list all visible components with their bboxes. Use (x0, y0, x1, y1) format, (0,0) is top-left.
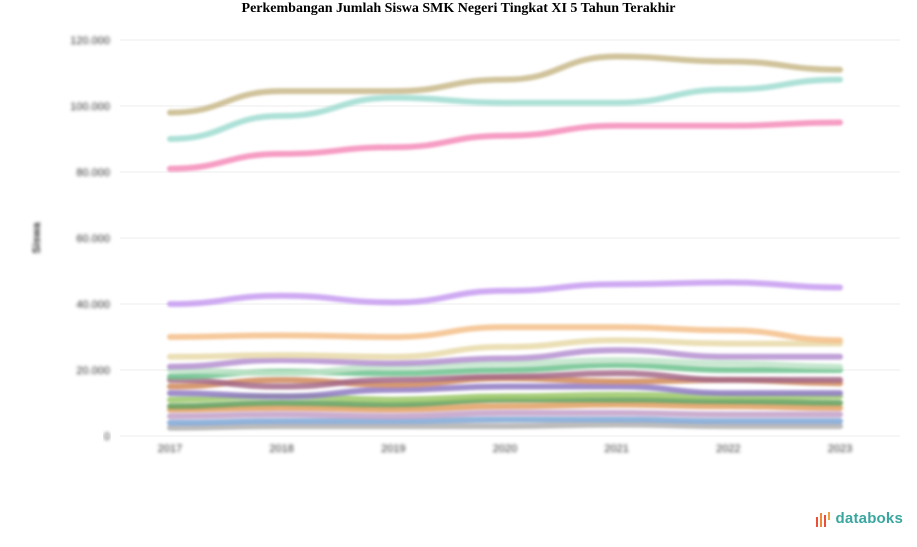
series-line (167, 383, 843, 400)
x-tick-label: 2018 (269, 443, 293, 455)
x-tick-label: 2019 (381, 443, 405, 455)
series-line (167, 357, 843, 377)
series-line (167, 119, 843, 172)
y-tick-label: 40.000 (76, 299, 110, 311)
series-line (167, 76, 843, 142)
series-line (167, 337, 843, 360)
databoks-logo: databoks (815, 510, 903, 527)
y-tick-label: 80.000 (76, 167, 110, 179)
x-tick-label: 2017 (158, 443, 182, 455)
logo-text: databoks (835, 510, 903, 527)
series-line (167, 416, 843, 426)
series-line (167, 53, 843, 116)
series-line (167, 409, 843, 420)
series-line (167, 347, 843, 370)
series-line (167, 324, 843, 344)
x-tick-label: 2021 (604, 443, 628, 455)
y-tick-label: 120.000 (70, 35, 110, 47)
chart-title: Perkembangan Jumlah Siswa SMK Negeri Tin… (241, 1, 676, 16)
y-axis-label: Siswa (31, 222, 43, 254)
series-line (167, 370, 843, 390)
series-line (167, 421, 843, 431)
y-tick-label: 0 (104, 431, 110, 443)
x-tick-label: 2020 (493, 443, 517, 455)
series-line (167, 396, 843, 410)
y-tick-label: 100.000 (70, 101, 110, 113)
logo-icon (815, 511, 830, 527)
x-tick-label: 2022 (716, 443, 740, 455)
y-tick-label: 60.000 (76, 233, 110, 245)
series-line (167, 401, 843, 413)
y-tick-label: 20.000 (76, 365, 110, 377)
series-line (167, 279, 843, 307)
x-tick-label: 2023 (828, 443, 852, 455)
